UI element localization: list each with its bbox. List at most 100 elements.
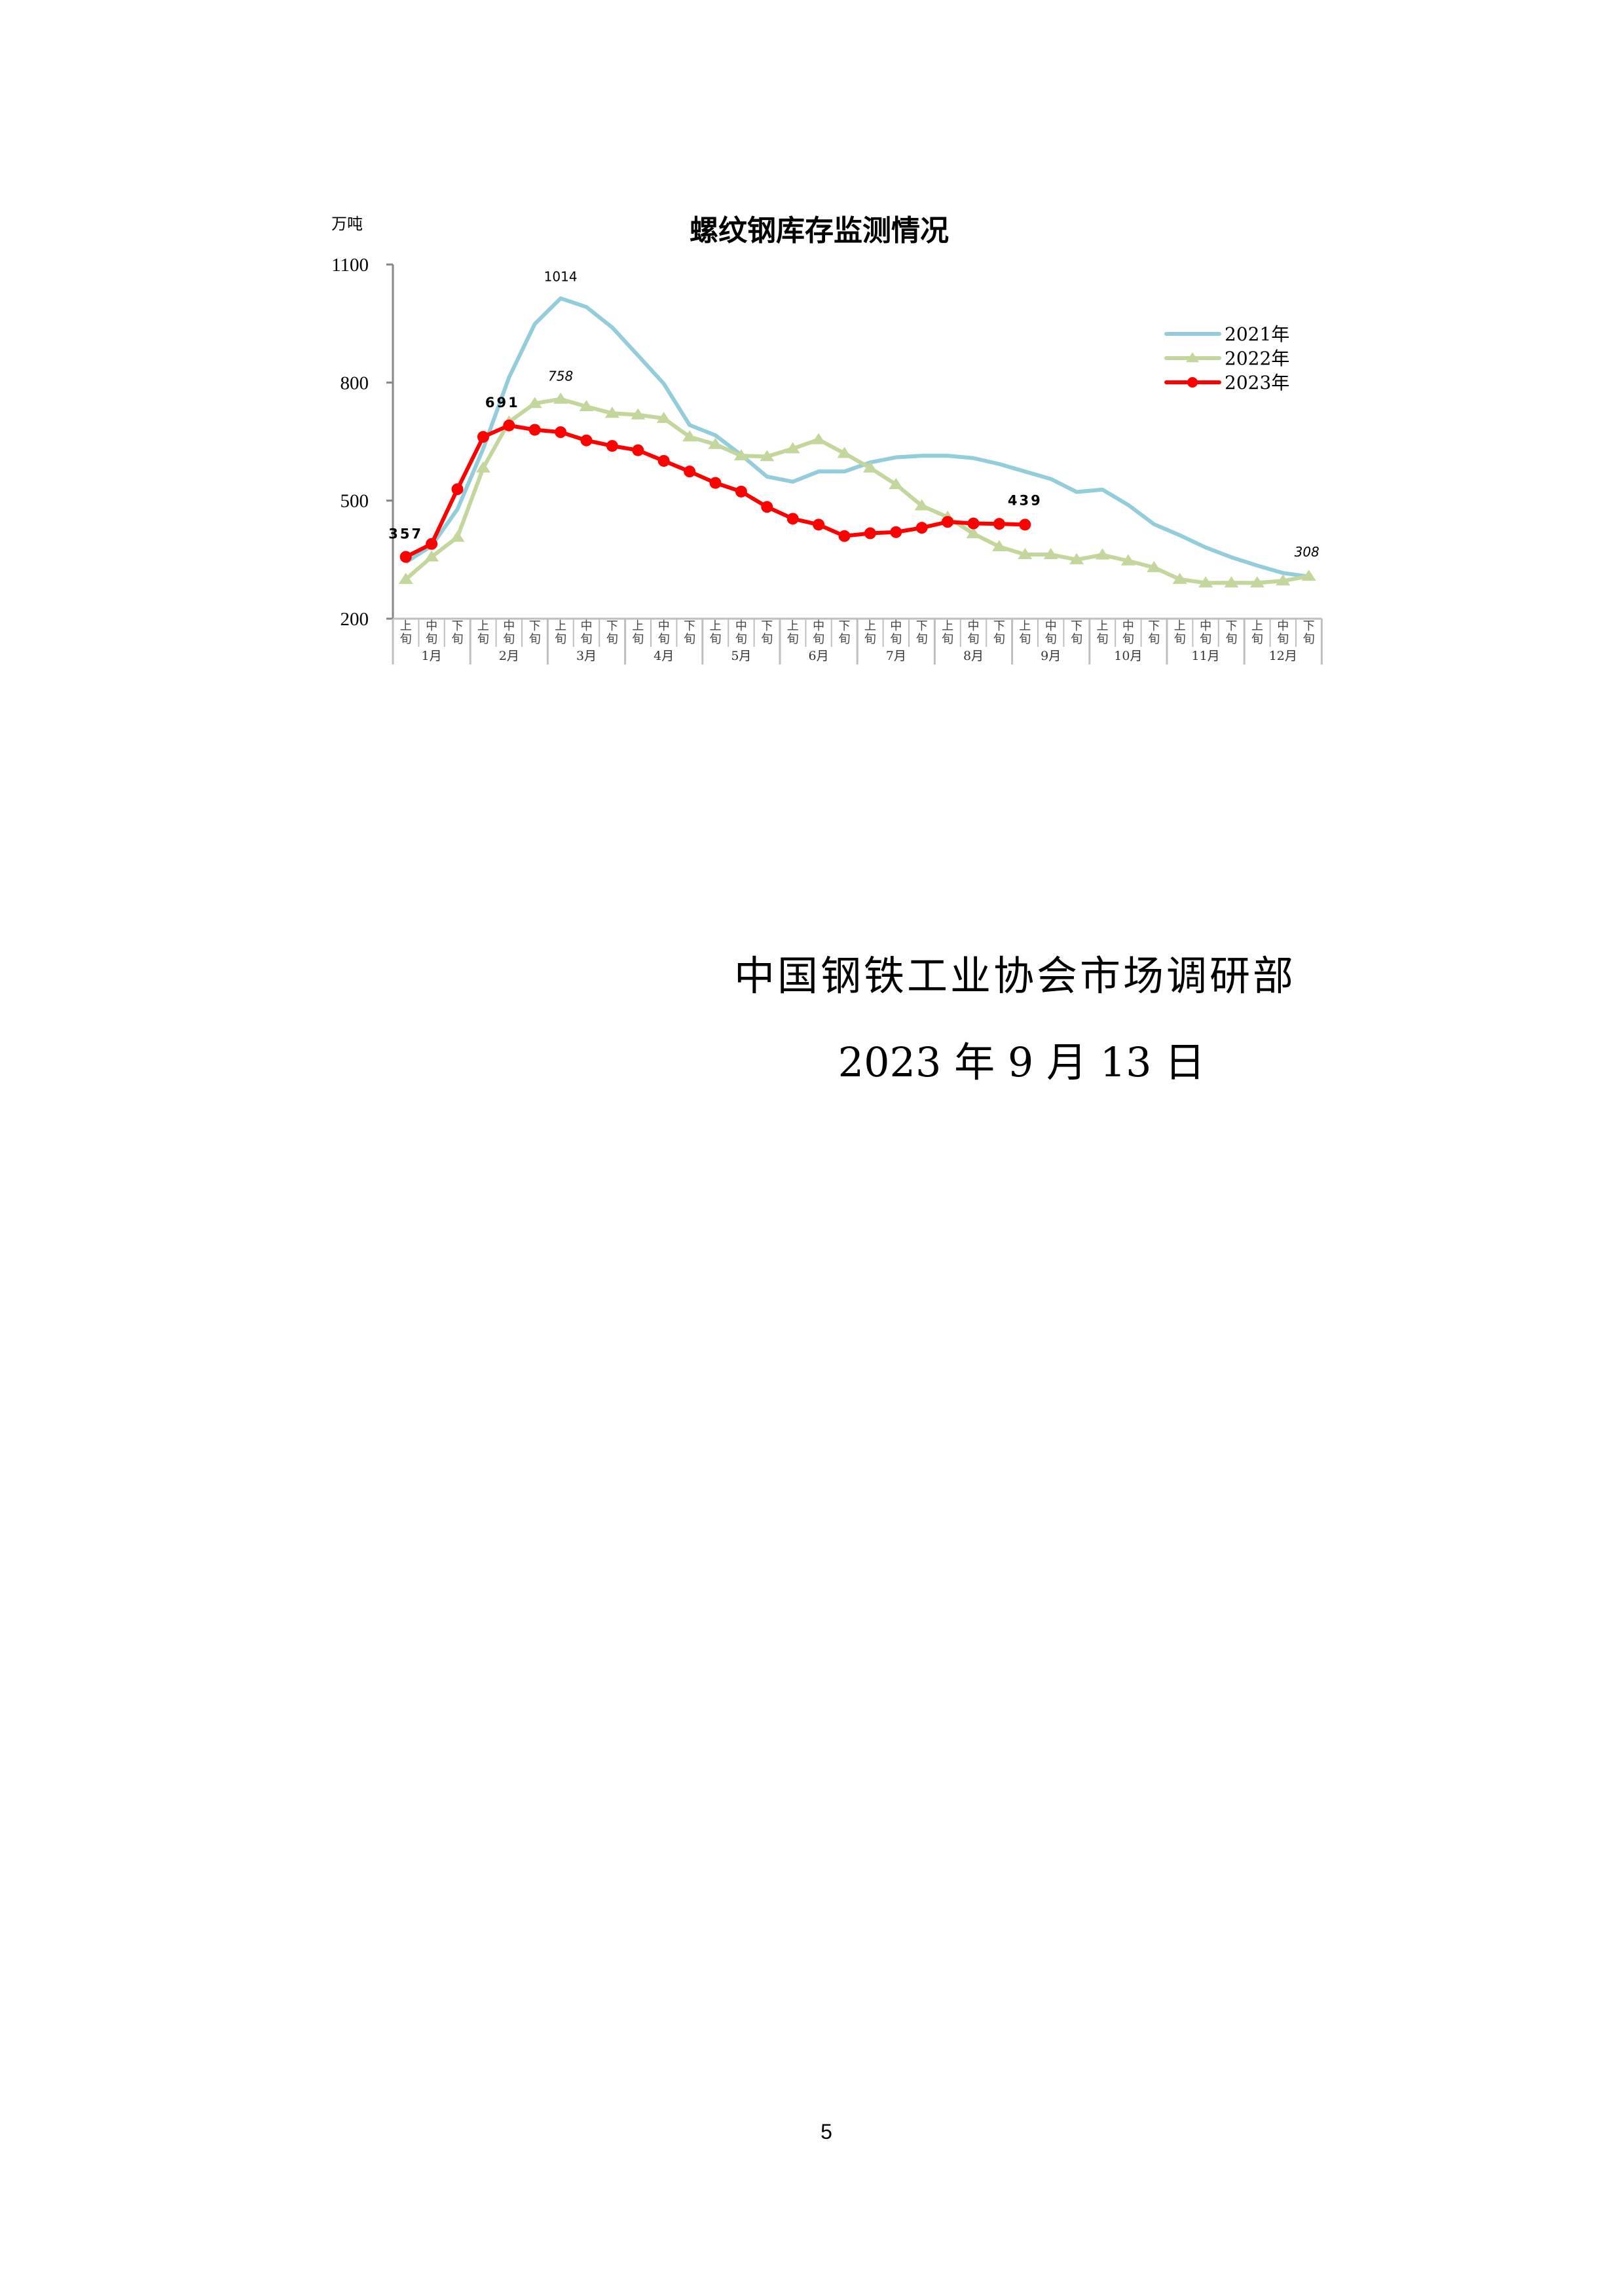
x-tick-label-period: 下 (761, 619, 773, 633)
x-tick-label-period: 中 (968, 619, 980, 633)
legend-marker-2023年 (1187, 377, 1198, 388)
series-line-2021年 (405, 296, 1310, 579)
series-line-2022年 (404, 397, 1310, 585)
data-point-2023年 (606, 440, 618, 452)
x-month-label: 5月 (731, 649, 751, 663)
data-point-2023年 (786, 513, 799, 525)
legend-label: 2023年 (1225, 372, 1289, 393)
x-tick-label-period: 上 (1251, 619, 1263, 633)
x-tick-label-xun: 旬 (1019, 632, 1031, 646)
x-tick-label-period: 下 (684, 619, 695, 633)
data-point-2023年 (942, 516, 954, 528)
data-point-2022年 (785, 442, 800, 454)
legend-marker-2022年 (1186, 352, 1199, 363)
data-point-2023年 (477, 431, 489, 443)
data-point-2022年 (1172, 572, 1187, 584)
x-tick-label-period: 中 (503, 619, 515, 633)
x-tick-label-xun: 旬 (1097, 632, 1109, 646)
data-point-2023年 (684, 465, 696, 478)
x-tick-label-period: 下 (839, 619, 851, 633)
data-point-2022年 (837, 446, 852, 458)
y-axis-unit: 万吨 (331, 215, 363, 233)
data-point-2023年 (528, 424, 541, 436)
data-point-2023年 (1019, 519, 1031, 531)
data-point-2023年 (426, 538, 438, 550)
x-tick-label-xun: 旬 (813, 632, 824, 646)
data-point-2023年 (838, 530, 851, 542)
data-label: 691 (485, 395, 520, 410)
page-number: 5 (821, 2120, 832, 2143)
data-point-2022年 (656, 412, 671, 424)
data-point-2022年 (733, 449, 748, 461)
x-month-label: 7月 (886, 649, 906, 663)
x-tick-label-period: 中 (813, 619, 824, 633)
x-month-label: 2月 (499, 649, 519, 663)
x-tick-label-xun: 旬 (993, 632, 1005, 646)
data-point-2023年 (890, 526, 902, 538)
x-tick-label-period: 上 (787, 619, 799, 633)
x-tick-label-period: 上 (710, 619, 722, 633)
x-tick-label-xun: 旬 (400, 632, 412, 646)
x-tick-label-xun: 旬 (632, 632, 644, 646)
data-point-2023年 (761, 501, 773, 513)
x-tick-label-period: 下 (1303, 619, 1315, 633)
x-tick-label-xun: 旬 (839, 632, 851, 646)
x-month-label: 4月 (654, 649, 674, 663)
x-tick-label-xun: 旬 (787, 632, 799, 646)
x-month-label: 9月 (1041, 649, 1061, 663)
x-tick-label-xun: 旬 (1174, 632, 1186, 646)
data-point-2022年 (1147, 560, 1162, 572)
data-point-2022年 (966, 527, 981, 539)
x-tick-label-xun: 旬 (710, 632, 722, 646)
data-point-2022年 (991, 539, 1006, 551)
x-tick-label-period: 上 (632, 619, 644, 633)
data-point-2022年 (1301, 570, 1316, 581)
x-tick-label-xun: 旬 (658, 632, 670, 646)
y-tick-label: 800 (341, 373, 369, 393)
x-tick-label-period: 上 (1097, 619, 1109, 633)
x-month-label: 12月 (1269, 649, 1297, 663)
data-point-2023年 (735, 485, 747, 498)
data-point-2023年 (657, 454, 670, 467)
data-point-2022年 (1276, 574, 1291, 586)
x-tick-label-period: 中 (890, 619, 902, 633)
data-point-2022年 (1249, 576, 1264, 588)
data-point-2022年 (553, 392, 568, 404)
data-point-2022年 (527, 397, 542, 409)
x-month-label: 6月 (809, 649, 829, 663)
data-point-2023年 (864, 527, 876, 539)
data-point-2022年 (862, 461, 877, 473)
x-tick-label-period: 下 (1071, 619, 1082, 633)
data-point-2022年 (760, 450, 775, 462)
x-tick-label-period: 中 (1277, 619, 1289, 633)
x-tick-label-xun: 旬 (1045, 632, 1057, 646)
data-point-2023年 (993, 518, 1005, 530)
y-tick-label: 500 (341, 491, 369, 512)
x-month-label: 3月 (576, 649, 597, 663)
legend-label: 2021年 (1225, 323, 1289, 345)
data-point-2022年 (1043, 548, 1058, 560)
x-tick-label-xun: 旬 (761, 632, 773, 646)
y-tick-label: 1100 (331, 255, 369, 276)
x-tick-label-period: 上 (477, 619, 489, 633)
data-label: 1014 (544, 269, 578, 285)
x-tick-label-xun: 旬 (864, 632, 876, 646)
data-point-2023年 (503, 419, 515, 431)
data-point-2022年 (604, 407, 619, 418)
x-tick-label-xun: 旬 (426, 632, 437, 646)
data-label: 439 (1008, 492, 1043, 508)
x-month-label: 8月 (963, 649, 984, 663)
data-point-2023年 (580, 434, 593, 446)
data-point-2023年 (915, 522, 928, 534)
x-tick-label-period: 上 (942, 619, 953, 633)
x-tick-label-xun: 旬 (1200, 632, 1211, 646)
data-point-2023年 (709, 477, 722, 489)
x-tick-label-period: 下 (916, 619, 928, 633)
data-point-2022年 (579, 400, 594, 412)
x-tick-label-period: 上 (1019, 619, 1031, 633)
x-tick-label-xun: 旬 (916, 632, 928, 646)
data-point-2023年 (555, 426, 567, 439)
data-point-2022年 (811, 433, 826, 445)
x-tick-label-xun: 旬 (606, 632, 618, 646)
x-tick-label-period: 中 (1122, 619, 1134, 633)
